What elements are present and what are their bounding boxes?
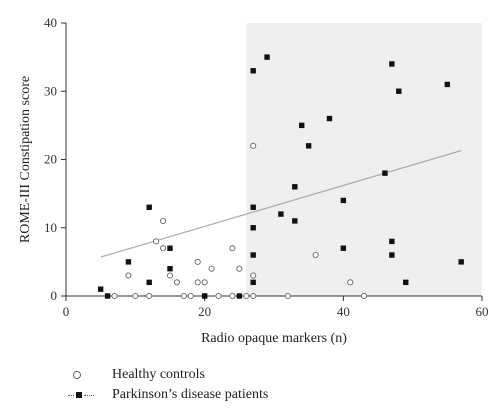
parkinsons-patient-point bbox=[340, 197, 347, 204]
healthy-control-point bbox=[250, 292, 257, 300]
parkinsons-patient-point bbox=[389, 61, 395, 67]
parkinsons-patient-point bbox=[250, 279, 256, 286]
parkinsons-patient-point bbox=[236, 293, 243, 299]
parkinsons-patient-point bbox=[326, 115, 333, 122]
parkinsons-patient-point bbox=[305, 143, 312, 149]
y-tick-label: 0 bbox=[51, 288, 58, 303]
legend: Healthy controls Parkinson’s disease pat… bbox=[68, 365, 268, 405]
x-tick-label: 20 bbox=[198, 304, 211, 319]
parkinsons-patient-point bbox=[444, 81, 451, 88]
y-tick-label: 30 bbox=[44, 83, 57, 98]
healthy-control-point bbox=[201, 279, 208, 286]
healthy-control-point bbox=[153, 238, 160, 245]
healthy-control-point bbox=[180, 292, 187, 300]
parkinsons-patient-point bbox=[264, 54, 270, 60]
open-circle-marker-icon bbox=[68, 365, 108, 385]
parkinsons-patient-point bbox=[167, 266, 173, 272]
y-tick-label: 40 bbox=[44, 15, 57, 30]
parkinsons-patient-point bbox=[292, 184, 298, 190]
healthy-control-point bbox=[173, 279, 180, 286]
parkinsons-patient-point bbox=[250, 204, 256, 210]
x-tick-label: 40 bbox=[337, 304, 350, 319]
healthy-control-point bbox=[284, 292, 291, 300]
healthy-control-point bbox=[111, 292, 118, 300]
parkinsons-patient-point bbox=[146, 279, 152, 286]
x-tick-label: 60 bbox=[476, 304, 489, 319]
parkinsons-patient-point bbox=[389, 252, 395, 258]
parkinsons-patient-point bbox=[389, 238, 395, 245]
parkinsons-patient-point bbox=[382, 170, 388, 176]
parkinsons-patient-point bbox=[250, 252, 256, 258]
x-tick-label: 0 bbox=[63, 304, 70, 319]
filled-square-marker-icon bbox=[68, 385, 108, 405]
healthy-control-point bbox=[229, 292, 236, 300]
trend-line bbox=[100, 150, 462, 258]
parkinsons-patient-point bbox=[458, 259, 464, 265]
axes: 0 10 20 30 40 0 20 40 60 bbox=[44, 15, 489, 319]
parkinsons-patient-point bbox=[250, 68, 256, 74]
healthy-control-point bbox=[160, 245, 167, 252]
healthy-control-point bbox=[229, 245, 236, 252]
healthy-control-point bbox=[236, 265, 243, 272]
healthy-control-point bbox=[243, 292, 250, 300]
healthy-control-point bbox=[132, 292, 139, 300]
parkinsons-patient-point bbox=[278, 211, 284, 217]
parkinsons-patient-point bbox=[97, 286, 104, 292]
parkinsons-patient-point bbox=[250, 225, 256, 231]
healthy-control-point bbox=[194, 258, 201, 265]
parkinsons-patient-point bbox=[403, 279, 409, 286]
data-points bbox=[97, 54, 464, 300]
parkinsons-patient-point bbox=[125, 259, 132, 265]
healthy-control-point bbox=[361, 292, 368, 300]
healthy-control-point bbox=[208, 265, 215, 272]
legend-item-healthy-controls: Healthy controls bbox=[68, 365, 268, 385]
parkinsons-patient-point bbox=[104, 293, 111, 299]
healthy-control-point bbox=[312, 251, 319, 259]
healthy-control-point bbox=[166, 272, 174, 279]
legend-label-parkinsons: Parkinson’s disease patients bbox=[112, 387, 269, 402]
legend-label-healthy-controls: Healthy controls bbox=[112, 367, 205, 382]
healthy-control-point bbox=[125, 272, 132, 279]
legend-item-parkinsons: Parkinson’s disease patients bbox=[68, 385, 268, 405]
healthy-control-point bbox=[215, 292, 222, 300]
healthy-control-point bbox=[347, 279, 354, 286]
parkinsons-patient-point bbox=[340, 245, 347, 251]
y-axis-title: ROME-III Constipation score bbox=[18, 76, 33, 243]
healthy-control-point bbox=[187, 292, 194, 300]
healthy-control-point bbox=[250, 142, 257, 149]
healthy-control-point bbox=[194, 279, 201, 286]
shaded-region bbox=[246, 23, 482, 296]
x-axis-title: Radio opaque markers (n) bbox=[201, 331, 347, 346]
y-tick-label: 10 bbox=[44, 220, 57, 235]
parkinsons-patient-point bbox=[201, 293, 208, 299]
healthy-control-point bbox=[160, 217, 167, 224]
parkinsons-patient-point bbox=[292, 218, 298, 224]
parkinsons-patient-point bbox=[146, 204, 152, 210]
parkinsons-patient-point bbox=[167, 245, 173, 251]
healthy-control-point bbox=[250, 272, 257, 279]
parkinsons-patient-point bbox=[396, 88, 402, 94]
healthy-control-point bbox=[146, 292, 153, 300]
parkinsons-patient-point bbox=[299, 122, 305, 129]
y-tick-label: 20 bbox=[44, 152, 57, 167]
